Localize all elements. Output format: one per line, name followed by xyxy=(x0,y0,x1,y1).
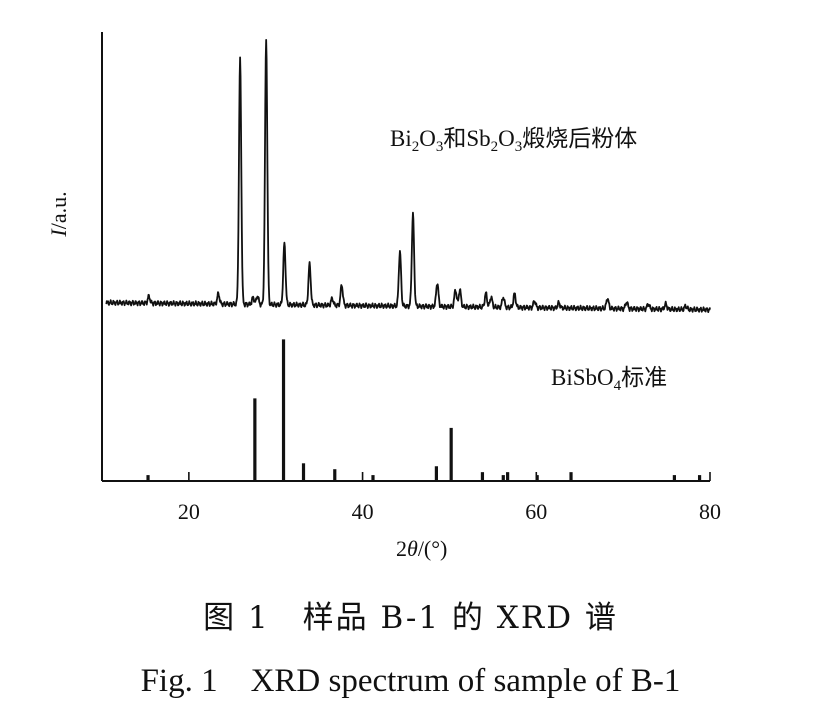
label-text: O xyxy=(498,126,515,151)
label-text: O xyxy=(419,126,436,151)
series-label-calcined-powder: Bi2O3和Sb2O3煅烧后粉体 xyxy=(390,126,637,155)
x-tick-label-40: 40 xyxy=(352,499,374,524)
label-subscript: 4 xyxy=(614,378,622,394)
x-tick-label-20: 20 xyxy=(178,499,200,524)
pattern-series xyxy=(105,39,711,314)
pattern-trace xyxy=(105,39,711,314)
x-axis-prefix: 2 xyxy=(396,536,407,561)
figure-caption-chinese: 图 1 样品 B-1 的 XRD 谱 xyxy=(203,600,618,636)
label-text: 和Sb xyxy=(443,126,490,151)
x-axis-variable: θ xyxy=(407,536,418,561)
x-ticks: 20 40 60 80 xyxy=(178,472,721,524)
label-text: 煅烧后粉体 xyxy=(522,126,637,151)
label-subscript: 3 xyxy=(436,139,444,155)
y-axis-variable: I xyxy=(46,228,71,238)
y-axis-unit: /a.u. xyxy=(46,191,71,229)
series-label-bisbo4-standard: BiSbO4标准 xyxy=(551,365,667,394)
x-tick-label-80: 80 xyxy=(699,499,721,524)
label-subscript: 2 xyxy=(412,139,420,155)
figure-caption-english: Fig. 1 XRD spectrum of sample of B-1 xyxy=(140,663,681,699)
label-text: 标准 xyxy=(621,365,667,390)
x-axis-title: 2θ/(°) xyxy=(396,536,447,561)
x-axis-unit: /(°) xyxy=(418,536,448,561)
label-subscript: 3 xyxy=(515,139,523,155)
label-text: Bi xyxy=(390,126,412,151)
x-tick-label-60: 60 xyxy=(525,499,547,524)
axes xyxy=(101,32,710,482)
label-subscript: 2 xyxy=(491,139,499,155)
standard-series xyxy=(146,339,702,481)
y-axis-title: I/a.u. xyxy=(46,191,71,237)
label-text: BiSbO xyxy=(551,365,614,390)
